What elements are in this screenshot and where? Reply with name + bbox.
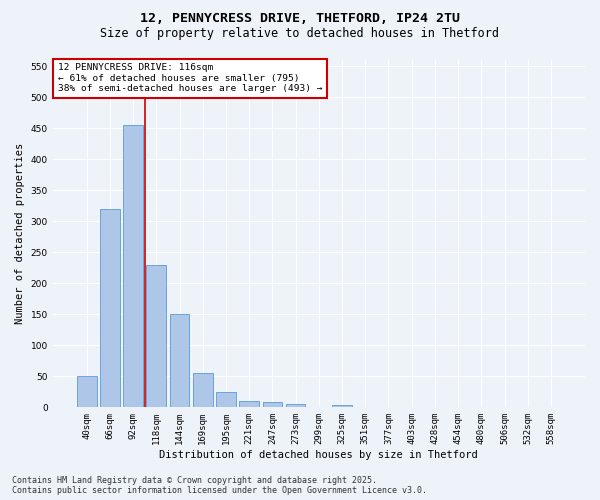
X-axis label: Distribution of detached houses by size in Thetford: Distribution of detached houses by size … [160, 450, 478, 460]
Bar [146, 264, 166, 408]
Bar [123, 125, 143, 408]
Text: Contains public sector information licensed under the Open Government Licence v3: Contains public sector information licen… [12, 486, 427, 495]
Bar [355, 406, 375, 408]
Bar [263, 402, 282, 407]
Text: Size of property relative to detached houses in Thetford: Size of property relative to detached ho… [101, 28, 499, 40]
Bar [216, 392, 236, 407]
Bar [170, 314, 190, 408]
Bar [100, 209, 120, 408]
Bar [77, 376, 97, 408]
Text: Contains HM Land Registry data © Crown copyright and database right 2025.: Contains HM Land Registry data © Crown c… [12, 476, 377, 485]
Bar [425, 406, 445, 408]
Text: 12, PENNYCRESS DRIVE, THETFORD, IP24 2TU: 12, PENNYCRESS DRIVE, THETFORD, IP24 2TU [140, 12, 460, 26]
Bar [332, 405, 352, 407]
Text: 12 PENNYCRESS DRIVE: 116sqm
← 61% of detached houses are smaller (795)
38% of se: 12 PENNYCRESS DRIVE: 116sqm ← 61% of det… [58, 64, 322, 94]
Y-axis label: Number of detached properties: Number of detached properties [15, 143, 25, 324]
Bar [239, 401, 259, 407]
Bar [193, 373, 212, 408]
Bar [286, 404, 305, 407]
